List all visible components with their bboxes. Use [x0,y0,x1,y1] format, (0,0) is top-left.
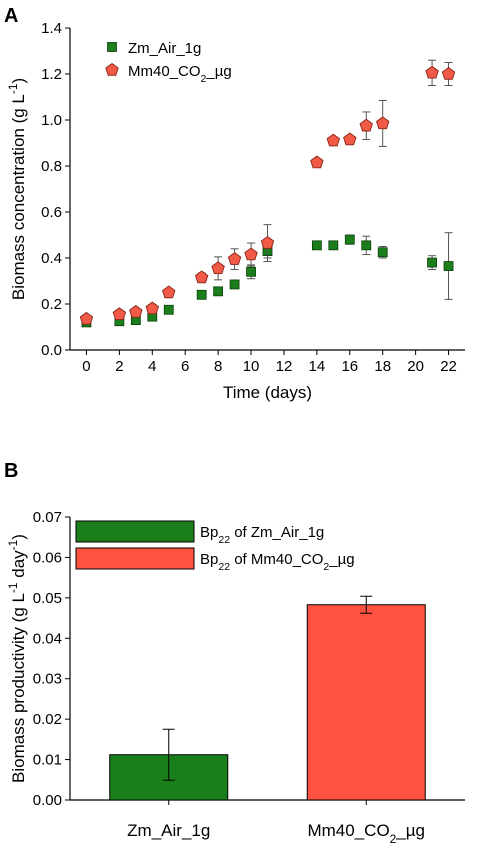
panel-a-point-series-2 [129,304,143,318]
panel-b-bar-chart: 0.00 0.01 0.02 0.03 0.04 0.05 0.06 0.07 Zm_Air_1… [6,509,465,845]
panel-b-y-tick-label: 0.01 [33,752,62,769]
panel-a-scatter-chart: 0.0 0.2 0.4 0.6 0.8 1.0 1.2 1.4 0 2 4 6 8 10 12 14 16 18 2… [6,20,465,402]
panel-a-point-series-2 [227,252,242,265]
panel-b-y-axis-title: Biomass productivity (g L-1 day-1) [6,534,28,783]
panel-a-x-tick-label: 4 [148,358,156,375]
panel-a-y-tick-label: 0.6 [41,204,62,221]
panel-a-y-tick-label: 0.0 [41,342,62,359]
panel-a-point-series-1 [443,261,454,271]
panel-a-point-series-2 [194,270,209,284]
panel-a-point-series-1 [213,286,224,297]
panel-a-legend-label-1: Zm_Air_1g [128,40,201,57]
panel-a-x-tick-label: 2 [115,358,123,375]
panel-a-point-series-2 [326,133,341,147]
panel-a-y-tick-label: 0.8 [41,158,62,175]
panel-a-point-series-1 [163,304,174,315]
panel-a-x-tick-label: 18 [374,358,391,375]
panel-a-point-series-2 [162,285,176,299]
panel-a-legend-marker-2 [105,62,119,76]
panel-a-x-tick-label: 10 [243,358,260,375]
panel-b-y-tick-label: 0.00 [33,792,62,809]
panel-a-y-axis-title: Biomass concentration (g L-1) [6,78,28,300]
panel-a-x-tick-label: 14 [309,358,326,375]
panel-a-point-series-2 [244,247,258,261]
panel-a-y-tick-label: 0.2 [41,296,62,313]
panel-a-x-tick-label: 8 [214,358,222,375]
panel-a-point-series-1 [196,289,207,300]
panel-a-point-series-2 [376,116,390,130]
panel-a-point-series-2 [310,155,324,169]
panel-a-x-tick-label: 20 [407,358,424,375]
panel-a-x-tick-label: 0 [82,358,90,375]
panel-a-point-series-2 [211,261,225,275]
panel-b-y-tick-label: 0.03 [33,671,62,688]
panel-a-point-series-2 [441,66,456,80]
panel-a-y-tick-label: 0.4 [41,250,62,267]
panel-a-x-tick-label: 12 [276,358,293,375]
panel-a-legend-marker-1 [107,42,117,52]
panel-a-point-series-1 [344,234,355,245]
panel-b-y-tick-label: 0.06 [33,549,62,566]
panel-b-category-label-2: Mm40_CO2_µg [307,821,425,845]
panel-a-x-tick-label: 22 [440,358,457,375]
panel-b-legend-label-2: Bp22 of Mm40_CO2_µg [200,551,355,573]
panel-b-legend-label-1: Bp22 of Zm_Air_1g [200,524,324,546]
panel-a-point-series-2 [359,118,373,132]
panel-a-point-series-2 [425,65,439,79]
panel-a-point-series-2 [343,132,357,146]
panel-a-point-series-1 [246,266,256,277]
panel-a-point-series-1 [311,240,322,251]
panel-a-point-series-1 [361,240,372,251]
panel-b-y-tick-label: 0.04 [33,630,62,647]
panel-a-y-tick-label: 1.2 [41,66,62,83]
panel-b-category-label-1: Zm_Air_1g [127,821,210,840]
panel-a-letter: A [4,5,18,27]
panel-a-point-series-2 [79,311,94,325]
panel-a-x-tick-label: 6 [181,358,189,375]
panel-a-y-tick-label: 1.4 [41,20,62,37]
panel-a-point-series-1 [427,257,437,268]
panel-b-y-tick-label: 0.02 [33,711,62,728]
panel-b-y-tick-label: 0.05 [33,590,62,607]
panel-a-point-series-1 [328,240,339,251]
panel-b-legend-swatch-2 [75,547,195,570]
panel-a-point-series-2 [145,301,159,315]
panel-a-point-series-2 [260,235,275,249]
panel-a-x-tick-label: 16 [341,358,358,375]
panel-a-point-series-1 [229,279,240,290]
panel-a-legend-label-2: Mm40_CO2_µg [128,63,232,85]
panel-b-legend-swatch-1 [75,520,195,543]
panel-a-point-series-2 [112,307,127,321]
panel-b-letter: B [4,460,18,482]
panel-a-point-series-1 [377,247,388,258]
panel-b-bar-2 [306,604,426,801]
panel-a-x-axis-title: Time (days) [223,383,312,402]
panel-b-y-tick-label: 0.07 [33,509,62,526]
panel-a-y-tick-label: 1.0 [41,112,62,129]
